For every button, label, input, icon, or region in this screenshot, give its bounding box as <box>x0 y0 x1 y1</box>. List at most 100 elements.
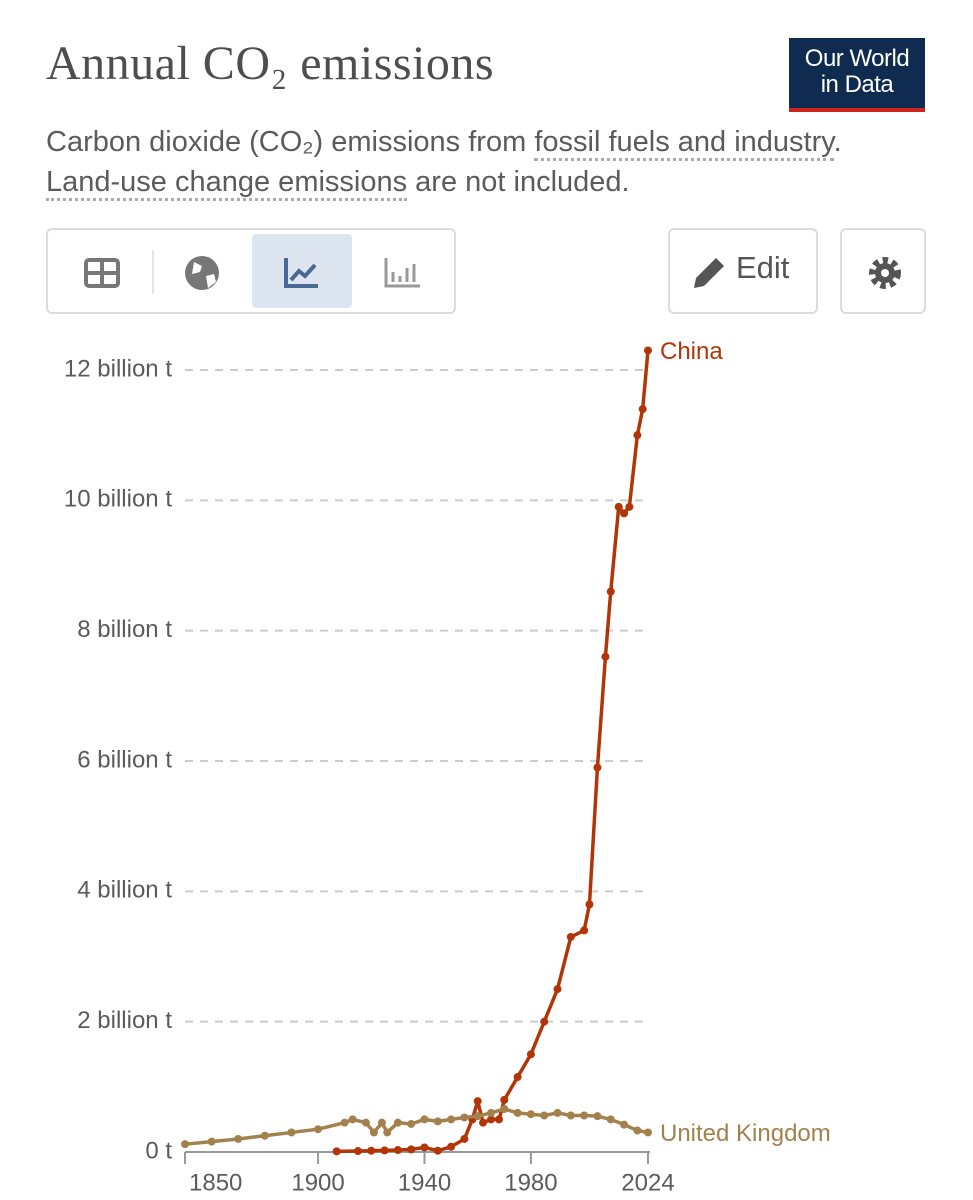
pencil-icon <box>694 258 724 288</box>
x-tick-label: 1850 <box>189 1169 242 1196</box>
subtitle-text: . <box>833 126 842 158</box>
data-point <box>207 1137 216 1146</box>
data-point <box>633 1126 642 1135</box>
x-tick-label: 1980 <box>504 1169 557 1196</box>
data-point <box>620 509 629 518</box>
subtitle-link[interactable]: fossil fuels and industry <box>534 126 834 161</box>
data-point <box>633 431 642 440</box>
data-point <box>369 1128 378 1137</box>
data-point <box>526 1050 535 1059</box>
data-point <box>447 1142 456 1151</box>
x-tick-label: 2024 <box>621 1169 674 1196</box>
data-point <box>433 1146 442 1155</box>
data-point <box>460 1113 469 1122</box>
data-point <box>479 1118 488 1127</box>
data-point <box>447 1115 456 1124</box>
data-point <box>340 1118 349 1127</box>
x-tick-label: 1900 <box>291 1169 344 1196</box>
logo[interactable]: Our World in Data <box>789 38 925 112</box>
data-point <box>553 1108 562 1117</box>
table-icon[interactable] <box>84 258 120 288</box>
logo-line: Our World <box>804 45 910 72</box>
logo-line: in Data <box>820 71 894 98</box>
data-point <box>593 763 602 772</box>
data-point <box>566 932 575 941</box>
y-tick-label: 10 billion t <box>64 486 172 513</box>
data-point <box>393 1146 402 1155</box>
data-point <box>287 1128 296 1137</box>
y-tick-label: 0 t <box>145 1137 172 1164</box>
data-point <box>540 1111 549 1120</box>
data-point <box>526 1110 535 1119</box>
data-point <box>580 926 589 935</box>
line-icon[interactable] <box>284 258 318 288</box>
data-point <box>644 1128 652 1137</box>
edit-button[interactable]: Edit <box>668 228 818 314</box>
data-point <box>513 1073 522 1082</box>
data-point <box>566 1111 575 1120</box>
data-point <box>580 1111 589 1120</box>
data-point <box>553 985 562 994</box>
data-point <box>332 1147 341 1156</box>
data-point <box>383 1128 392 1137</box>
series-label: United Kingdom <box>660 1120 831 1147</box>
data-point <box>473 1112 482 1121</box>
data-point <box>500 1095 509 1104</box>
series-label: China <box>660 338 723 365</box>
settings-button[interactable] <box>840 228 926 314</box>
subtitle-text: are not included. <box>407 166 630 198</box>
subtitle-text: Carbon dioxide (CO₂) emissions from <box>46 126 535 158</box>
data-point <box>407 1145 416 1154</box>
data-point <box>348 1115 357 1124</box>
map-icon[interactable] <box>185 256 219 290</box>
x-tick-label: 1940 <box>398 1169 451 1196</box>
data-point <box>314 1125 323 1134</box>
data-point <box>494 1115 503 1124</box>
data-point <box>234 1134 243 1143</box>
data-point <box>260 1131 269 1140</box>
y-tick-label: 6 billion t <box>77 746 172 773</box>
data-point <box>377 1118 386 1127</box>
data-point <box>606 1115 615 1124</box>
data-point <box>487 1108 496 1117</box>
subtitle: Carbon dioxide (CO₂) emissions from foss… <box>46 122 846 202</box>
data-point <box>601 652 610 661</box>
data-point <box>353 1147 362 1156</box>
divider <box>152 250 154 294</box>
data-point <box>540 1017 549 1026</box>
data-point <box>500 1104 509 1113</box>
data-point <box>644 346 652 355</box>
data-point <box>625 502 634 511</box>
data-point <box>181 1140 189 1149</box>
data-point <box>487 1115 496 1124</box>
y-tick-label: 2 billion t <box>77 1007 172 1034</box>
data-point <box>473 1097 482 1106</box>
data-point <box>638 405 647 414</box>
data-point <box>513 1108 522 1117</box>
data-point <box>393 1118 402 1127</box>
gear-icon <box>869 257 901 289</box>
data-point <box>593 1112 602 1121</box>
title: Annual CO₂ emissions <box>46 37 495 90</box>
data-point <box>606 587 615 596</box>
edit-label: Edit <box>736 250 790 285</box>
data-point <box>367 1146 376 1155</box>
data-point <box>420 1115 429 1124</box>
data-point <box>420 1143 429 1152</box>
data-point <box>620 1120 629 1129</box>
series-line <box>184 1107 649 1146</box>
data-point <box>380 1146 389 1155</box>
subtitle-link[interactable]: Land-use change emissions <box>46 166 408 201</box>
tab-icons <box>84 256 420 290</box>
data-point <box>585 900 594 909</box>
data-point <box>407 1119 416 1128</box>
data-point <box>460 1134 469 1143</box>
data-point <box>614 502 623 511</box>
y-tick-label: 4 billion t <box>77 877 172 904</box>
bar-icon[interactable] <box>384 258 420 288</box>
view-tabs <box>46 228 456 314</box>
y-tick-label: 8 billion t <box>77 616 172 643</box>
data-point <box>361 1118 370 1127</box>
